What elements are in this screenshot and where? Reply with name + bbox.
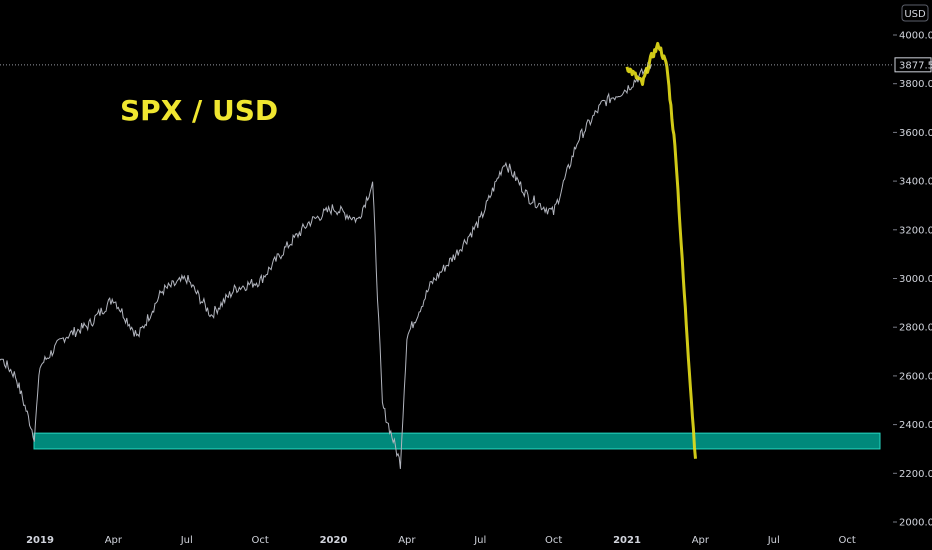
x-tick-label: 2021 <box>613 535 641 546</box>
currency-badge[interactable]: USD <box>901 4 929 22</box>
y-tick-label: 3000.0 <box>899 274 932 285</box>
x-tick-label: Jul <box>180 535 193 546</box>
series-layer <box>0 41 697 469</box>
x-tick-label: Apr <box>692 535 710 546</box>
x-tick-label: Oct <box>545 535 562 546</box>
x-tick-label: 2019 <box>26 535 54 546</box>
chart-title: SPX / USD <box>120 94 278 127</box>
y-tick-label: 4000.0 <box>899 31 932 42</box>
y-tick-label: 3400.0 <box>899 177 932 188</box>
x-tick-label: Oct <box>251 535 268 546</box>
y-tick-label: 3600.0 <box>899 128 932 139</box>
y-tick-label: 2200.0 <box>899 469 932 480</box>
y-tick-label: 2000.0 <box>899 518 932 529</box>
y-tick-label: 2400.0 <box>899 420 932 431</box>
current-price-tag: 3877.5 <box>894 57 932 73</box>
x-tick-label: 2020 <box>320 535 348 546</box>
x-tick-label: Apr <box>105 535 123 546</box>
currency-label: USD <box>904 9 926 20</box>
x-tick-label: Apr <box>398 535 416 546</box>
x-tick-label: Jul <box>473 535 486 546</box>
y-tick-label: 2600.0 <box>899 371 932 382</box>
y-tick-label: 3200.0 <box>899 225 932 236</box>
current-price-label: 3877.5 <box>899 60 932 71</box>
x-tick-label: Oct <box>838 535 855 546</box>
price-series-line <box>0 61 652 469</box>
projection-series-line <box>625 41 697 459</box>
support-zone <box>33 432 881 450</box>
support-zone-layer <box>33 432 881 450</box>
y-tick-label: 3800.0 <box>899 79 932 90</box>
axes-layer: 2000.0 2200.0 2400.0 2600.0 2800.0 3000.0 3200… <box>0 31 932 546</box>
y-tick-label: 2800.0 <box>899 323 932 334</box>
x-tick-label: Jul <box>767 535 780 546</box>
